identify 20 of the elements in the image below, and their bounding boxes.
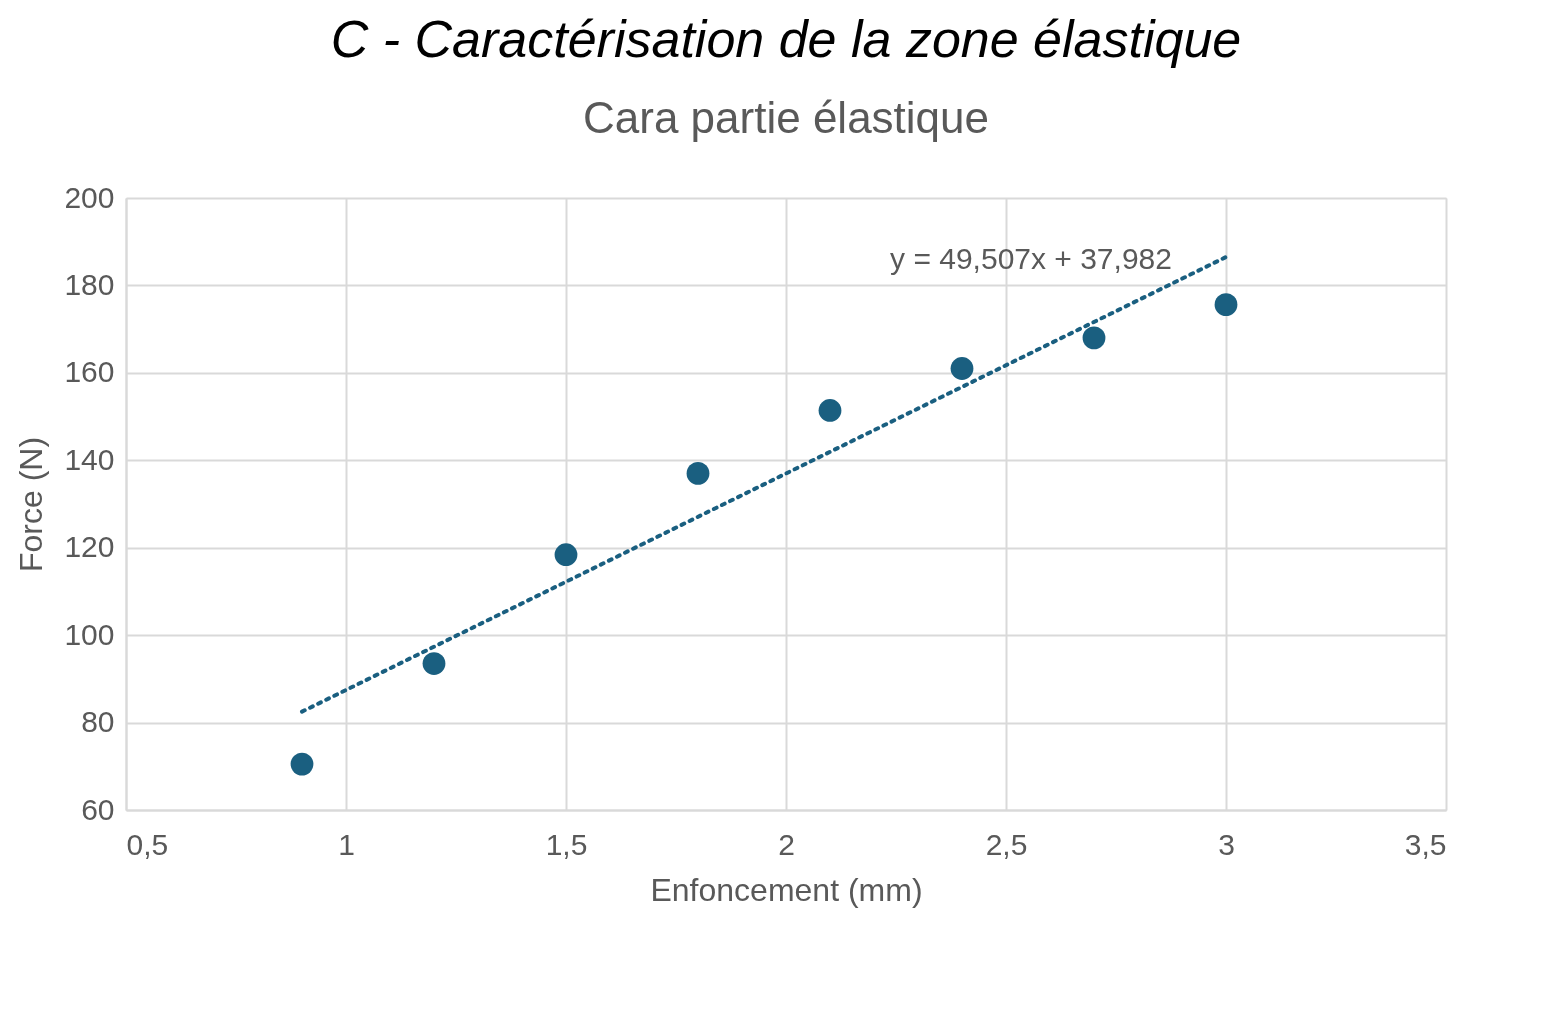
x-tick-label: 2,5 xyxy=(985,827,1028,861)
y-tick-label: 120 xyxy=(64,530,115,564)
y-tick-label: 60 xyxy=(81,792,115,826)
y-tick-label: 80 xyxy=(81,705,115,739)
annotation: y = 49,507x + 37,982 xyxy=(890,242,1172,275)
y-tick-label: 140 xyxy=(64,442,115,476)
x-tick-label: 1 xyxy=(338,827,355,861)
y-tick-label: 100 xyxy=(64,617,115,651)
x-tick-label: 2 xyxy=(778,827,795,861)
chart-subtitle: Cara partie élastique xyxy=(582,93,990,142)
chart-title: C - Caractérisation de la zone élastique xyxy=(330,10,1242,68)
x-axis-title: Enfoncement (mm) xyxy=(650,871,923,908)
x-tick-label: 3 xyxy=(1218,827,1235,861)
x-tick-label: 3,5 xyxy=(1404,827,1447,861)
x-tick-label: 1,5 xyxy=(545,827,588,861)
y-tick-label: 180 xyxy=(64,267,115,301)
y-tick-label: 200 xyxy=(64,180,115,214)
y-tick-label: 160 xyxy=(64,355,115,389)
x-tick-label: 0,5 xyxy=(126,827,169,861)
y-axis-title: Force (N) xyxy=(13,436,50,573)
